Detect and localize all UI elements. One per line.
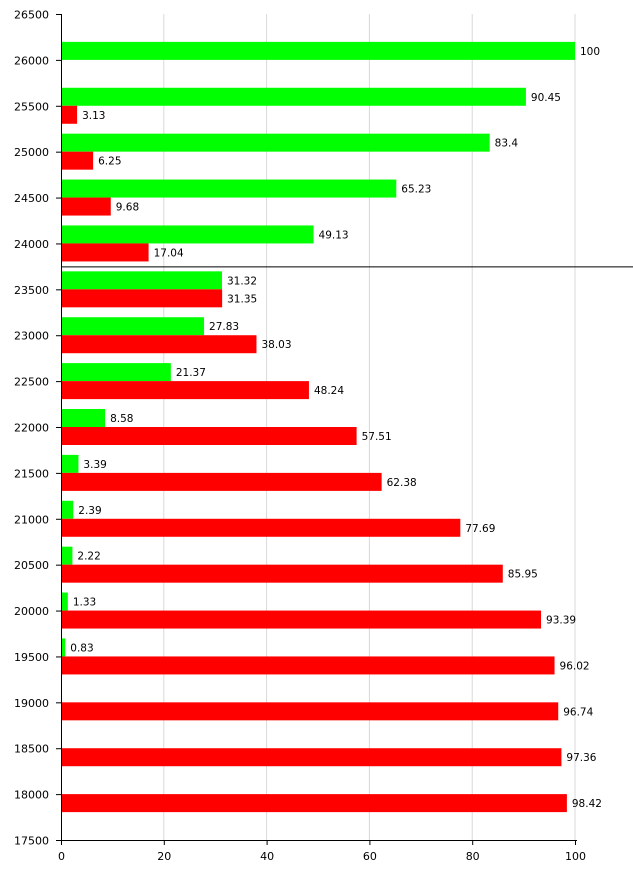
bar-value-label: 98.42	[572, 798, 602, 810]
x-tick-label: 40	[260, 850, 274, 863]
bar-red	[61, 656, 555, 675]
y-tick-label: 18000	[14, 789, 49, 802]
bar-value-label: 49.13	[319, 229, 349, 241]
y-tick-label: 19500	[14, 651, 49, 664]
bar-value-label: 9.68	[116, 202, 139, 214]
y-tick-label: 26000	[14, 54, 49, 67]
bar-value-label: 65.23	[401, 184, 431, 196]
bars-layer	[61, 41, 575, 813]
x-tick-label: 0	[58, 850, 65, 863]
bar-value-label: 93.39	[546, 615, 576, 627]
bar-value-label: 17.04	[154, 247, 184, 259]
bar-red	[61, 748, 562, 767]
bar-red	[61, 105, 78, 124]
y-tick-label: 26500	[14, 9, 49, 22]
bar-value-label: 57.51	[362, 431, 392, 443]
bar-red	[61, 518, 461, 537]
y-tick-label: 24000	[14, 238, 49, 251]
bar-red	[61, 289, 223, 308]
bar-green	[61, 271, 222, 290]
bar-green	[61, 546, 73, 565]
bar-green	[61, 454, 79, 473]
bar-value-label: 31.32	[227, 275, 257, 287]
bar-value-label: 6.25	[98, 156, 121, 168]
x-tick-label: 100	[565, 850, 586, 863]
bar-red	[61, 427, 357, 445]
bar-green	[61, 179, 397, 198]
bar-value-label: 3.13	[82, 110, 105, 122]
y-tick-label: 23500	[14, 284, 49, 297]
bar-value-label: 62.38	[387, 477, 417, 489]
bar-value-label: 21.37	[176, 367, 206, 379]
bar-red	[61, 794, 567, 813]
bar-value-label: 97.36	[566, 752, 596, 764]
bar-value-label: 90.45	[531, 92, 561, 104]
y-tick-label: 21500	[14, 467, 49, 480]
y-tick-label: 23000	[14, 330, 49, 343]
y-tick-label: 18500	[14, 743, 49, 756]
bar-value-label: 2.39	[78, 505, 101, 517]
bar-value-label: 31.35	[227, 293, 257, 305]
bar-green	[61, 592, 68, 611]
axes-layer: 26500 26000 25500 25000 24500 24000 23500 23000…	[14, 9, 633, 863]
bar-red	[61, 564, 503, 583]
bar-green	[61, 87, 526, 106]
x-tick-label: 60	[363, 850, 377, 863]
bar-value-label: 85.95	[508, 569, 538, 581]
bar-red	[61, 335, 257, 354]
bar-labels-layer: 100 90.45 3.13 83.4 6.25 65.23 9.68 49.13 17.04 3…	[70, 46, 602, 810]
bar-value-label: 96.02	[560, 660, 590, 672]
bar-value-label: 8.58	[110, 413, 133, 425]
bar-red	[61, 381, 309, 400]
y-tick-label: 25500	[14, 100, 49, 113]
bar-value-label: 100	[580, 46, 600, 58]
y-tick-label: 25000	[14, 146, 49, 159]
y-tick-label: 20000	[14, 605, 49, 618]
y-tick-label: 17500	[14, 835, 49, 848]
bar-green	[61, 225, 314, 244]
bar-value-label: 1.33	[73, 597, 96, 609]
y-tick-label: 24500	[14, 192, 49, 205]
bar-green	[61, 317, 205, 336]
y-tick-label: 20500	[14, 559, 49, 572]
bar-red	[61, 610, 542, 629]
y-tick-label: 22000	[14, 422, 49, 435]
bar-value-label: 96.74	[563, 706, 593, 718]
x-tick-label: 20	[157, 850, 171, 863]
bar-green	[61, 500, 74, 519]
bar-red	[61, 197, 111, 216]
bar-value-label: 83.4	[495, 138, 519, 150]
bar-green	[61, 363, 171, 382]
bar-green	[61, 638, 66, 657]
bar-value-label: 38.03	[261, 339, 291, 351]
bar-value-label: 77.69	[465, 523, 495, 535]
bar-value-label: 48.24	[314, 385, 344, 397]
bar-red	[61, 702, 559, 721]
bar-red	[61, 151, 94, 170]
bar-red	[61, 243, 149, 262]
y-tick-label: 22500	[14, 376, 49, 389]
bar-value-label: 2.22	[77, 551, 100, 563]
y-tick-label: 19000	[14, 697, 49, 710]
bar-green	[61, 409, 106, 427]
bar-value-label: 3.39	[83, 459, 106, 471]
x-tick-label: 80	[466, 850, 480, 863]
bar-value-label: 0.83	[70, 642, 93, 654]
bar-value-label: 27.83	[209, 321, 239, 333]
y-tick-label: 21000	[14, 513, 49, 526]
bar-red	[61, 472, 382, 491]
bar-green	[61, 133, 490, 152]
bar-green	[61, 41, 575, 60]
